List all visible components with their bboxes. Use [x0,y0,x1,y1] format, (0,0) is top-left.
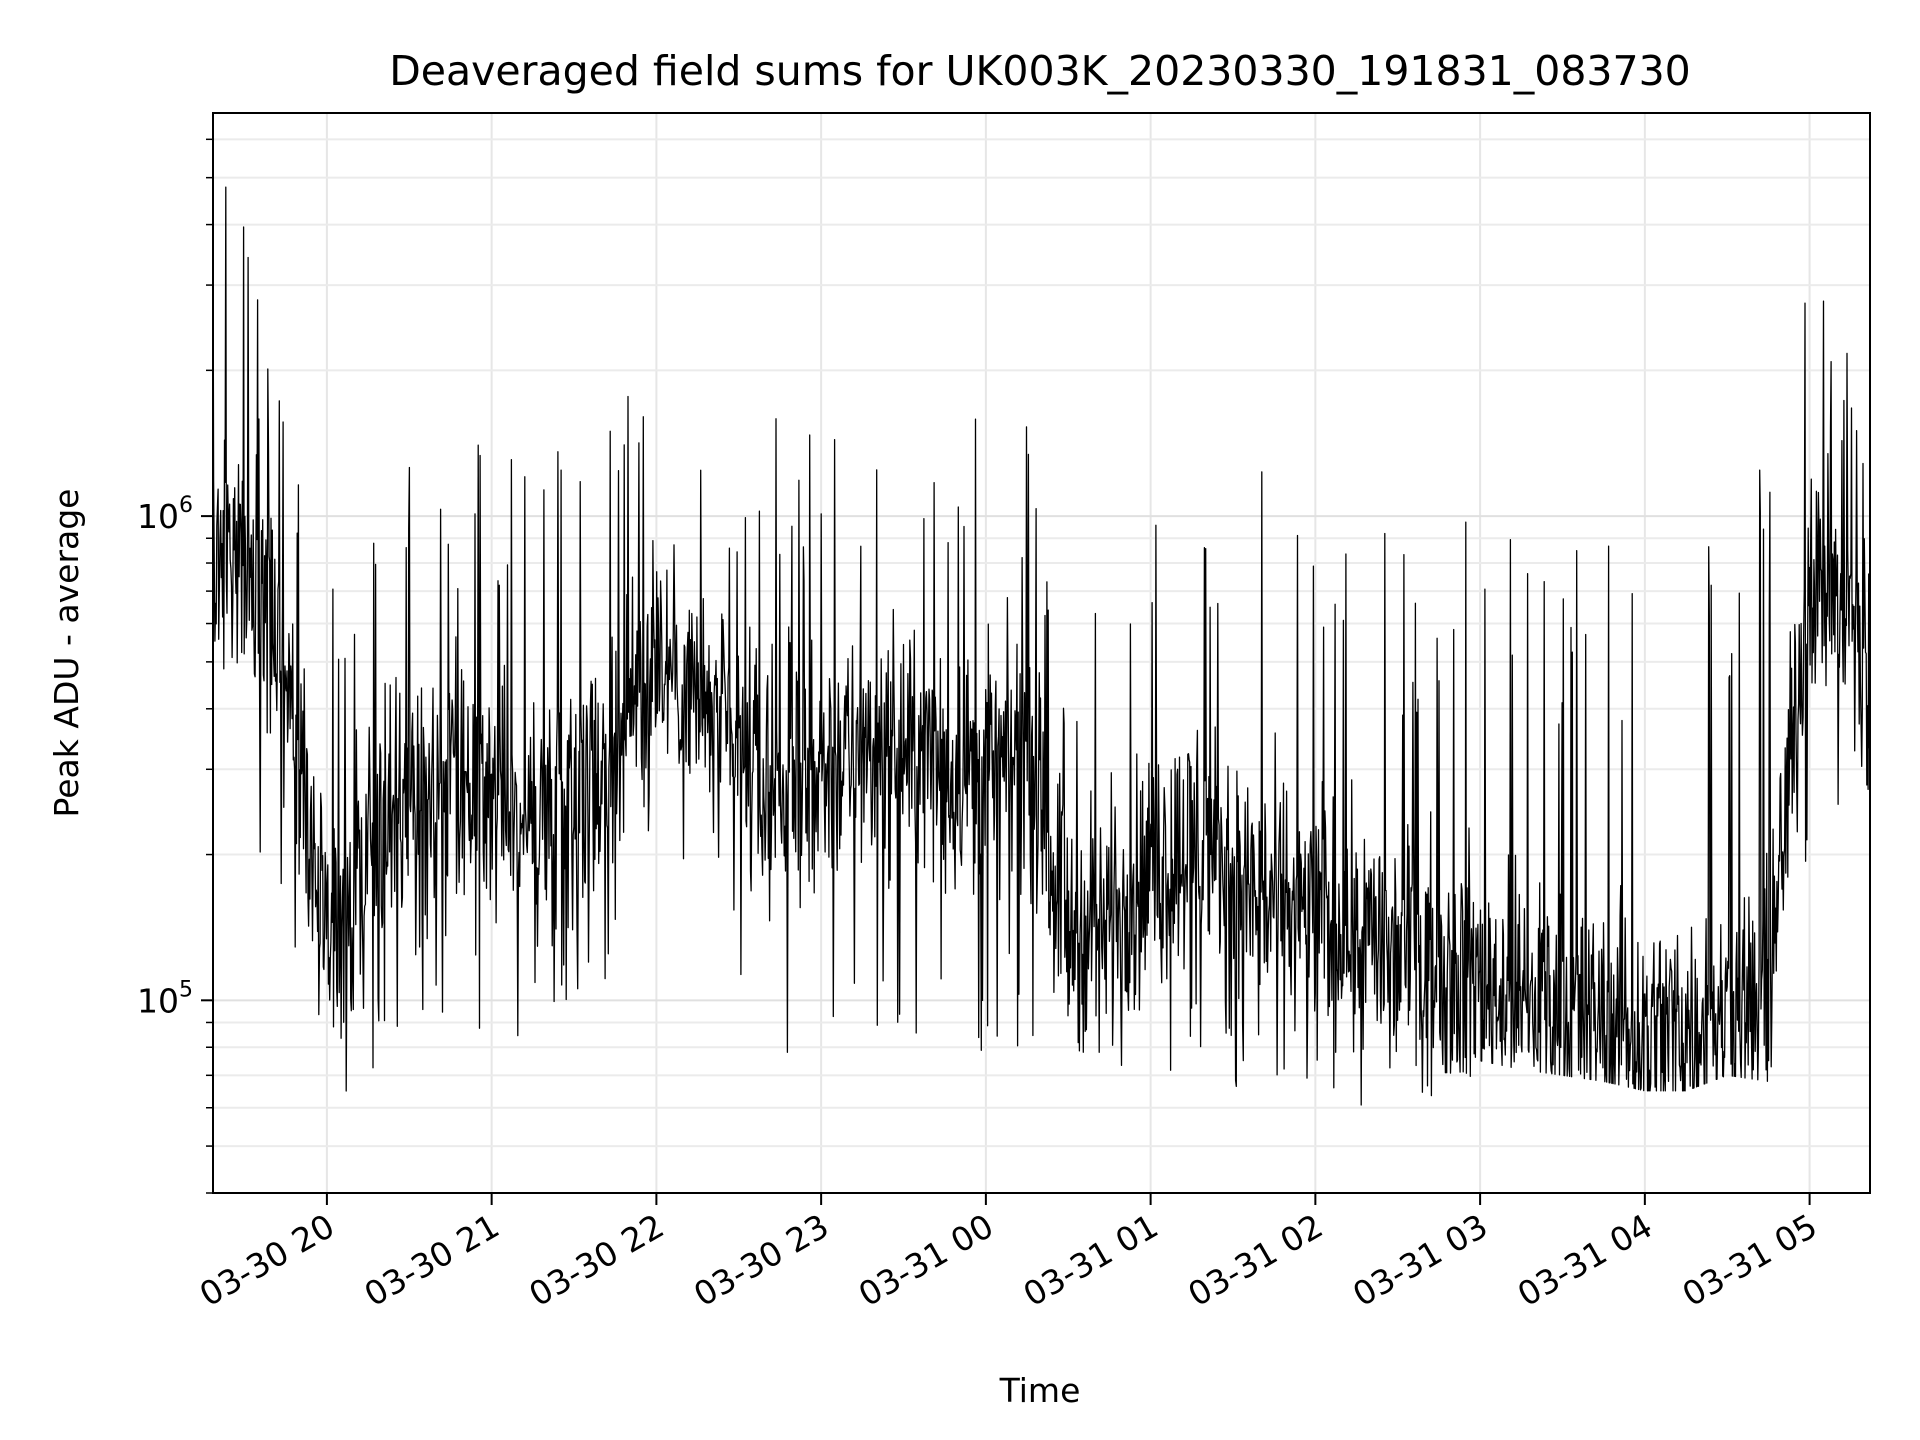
y-tick-label: 106 [137,493,193,536]
x-tick-label: 03-30 23 [687,1206,835,1314]
x-tick-label: 03-31 04 [1511,1206,1659,1314]
x-tick-label: 03-31 03 [1346,1206,1494,1314]
x-tick-label: 03-31 00 [852,1206,1000,1314]
x-tick-label: 03-31 01 [1017,1206,1165,1314]
x-axis-ticks: 03-30 20 03-30 21 03-30 22 03-30 23 03-31 00… [193,1193,1824,1314]
x-tick-label: 03-30 21 [358,1206,506,1314]
chart-title: Deaveraged field sums for UK003K_2023033… [389,47,1691,95]
grid [213,113,1870,1194]
x-tick-label: 03-30 20 [193,1206,341,1314]
x-axis-label: Time [999,1371,1081,1410]
x-tick-label: 03-30 22 [522,1206,670,1314]
series-line [212,186,1871,1106]
y-axis-ticks: 105 106 [137,138,213,1194]
x-tick-label: 03-31 05 [1676,1206,1824,1314]
plot-frame [212,112,1871,1194]
x-tick-label: 03-31 02 [1181,1206,1329,1314]
y-axis-label: Peak ADU - average [47,489,86,818]
y-tick-label: 105 [137,977,193,1020]
data-series [212,186,1871,1106]
